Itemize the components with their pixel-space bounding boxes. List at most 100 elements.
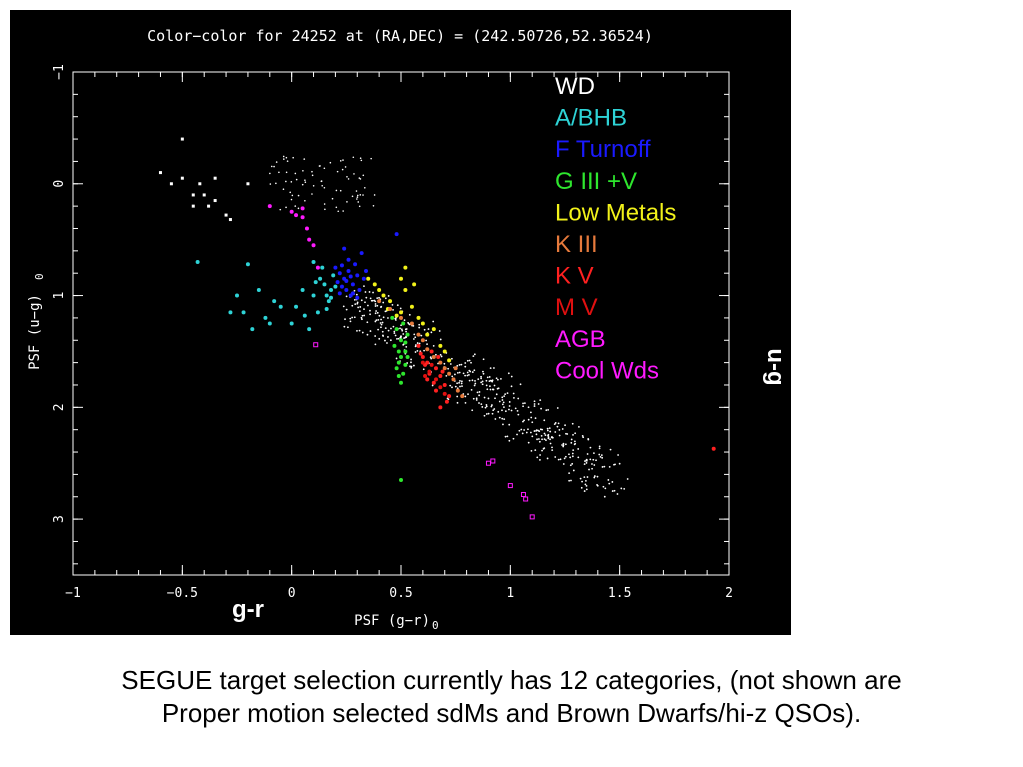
field-star-point [538, 438, 540, 440]
point-k-v [444, 399, 449, 404]
field-star-point [356, 301, 359, 304]
point-g-iii-v [396, 374, 401, 379]
point-wd [202, 193, 206, 197]
point-g-iii-v [403, 362, 408, 367]
field-star-point [487, 412, 490, 415]
legend-item-k-iii: K III [555, 231, 598, 258]
field-star-point [460, 382, 463, 385]
field-star-point [493, 384, 496, 387]
field-star-point [591, 467, 593, 470]
field-star-point [593, 464, 596, 466]
point-f-turnoff [350, 291, 355, 296]
point-a-bhb [235, 293, 239, 298]
field-star-point [482, 372, 485, 375]
point-cool-wds [507, 483, 513, 489]
field-star-point [380, 323, 383, 326]
field-star-point [561, 444, 563, 446]
field-star-point [384, 297, 387, 300]
field-star-point [304, 199, 306, 202]
field-star-point [447, 367, 450, 370]
field-star-point [517, 397, 520, 400]
field-star-point [282, 188, 285, 191]
point-g-iii-v [401, 321, 406, 326]
field-star-point [561, 428, 564, 430]
field-star-point [365, 296, 368, 299]
field-star-point [485, 405, 488, 408]
field-star-point [512, 392, 515, 395]
field-star-point [386, 342, 388, 344]
field-star-point [429, 356, 432, 359]
field-star-point [278, 171, 280, 174]
point-a-bhb [315, 310, 320, 315]
point-a-bhb [329, 287, 334, 292]
field-star-point [570, 441, 573, 444]
field-star-point [476, 391, 479, 394]
field-star-point [514, 407, 517, 410]
field-star-point [498, 400, 501, 403]
x-tick-label: 0 [288, 586, 296, 601]
field-star-point [462, 372, 465, 375]
field-star-point [414, 336, 417, 339]
point-a-bhb [324, 293, 329, 298]
field-star-point [360, 159, 363, 162]
point-k-iii [416, 332, 421, 337]
field-star-point [533, 403, 536, 405]
field-star-point [460, 380, 463, 383]
point-agb [315, 265, 320, 270]
field-star-point [523, 402, 526, 404]
point-cool-wds [490, 458, 496, 464]
field-star-point [478, 391, 481, 393]
field-star-point [323, 167, 326, 170]
field-star-point [351, 316, 354, 319]
point-m-v [429, 362, 434, 367]
field-star-point [482, 358, 485, 361]
field-star-point [596, 475, 599, 478]
field-star-point [498, 416, 501, 419]
point-k-iii [453, 366, 458, 371]
point-a-bhb [302, 313, 307, 318]
point-k-iii [438, 360, 443, 365]
field-star-point [439, 338, 442, 341]
field-star-point [375, 319, 378, 322]
field-star-point [427, 328, 430, 330]
field-star-point [285, 171, 288, 174]
field-star-point [508, 408, 510, 411]
point-a-bhb [300, 287, 305, 292]
field-star-point [302, 169, 304, 172]
field-star-point [510, 385, 513, 388]
field-star-point [531, 421, 534, 424]
field-star-point [480, 375, 482, 378]
field-star-point [556, 425, 559, 428]
field-star-point [323, 186, 326, 189]
point-wd [191, 204, 195, 208]
point-a-bhb [228, 310, 233, 315]
field-star-point [607, 479, 610, 481]
field-star-point [393, 332, 396, 335]
field-star-point [374, 303, 377, 305]
point-a-bhb [245, 262, 250, 267]
point-cool-wds [313, 342, 319, 348]
field-star-point [501, 403, 504, 406]
field-star-point [376, 297, 379, 300]
field-star-point [376, 304, 379, 307]
field-star-point [574, 432, 577, 435]
field-star-point [501, 399, 504, 401]
point-wd [246, 182, 250, 186]
chart-background [10, 10, 791, 635]
field-star-point [292, 156, 294, 159]
chart-panel: Color−color for 24252 at (RA,DEC) = (242… [10, 10, 791, 635]
field-star-point [364, 301, 366, 304]
y-tick-label: 3 [52, 515, 67, 523]
field-star-point [623, 487, 626, 490]
field-star-point [540, 434, 543, 437]
field-star-point [569, 456, 572, 459]
field-star-point [269, 172, 271, 175]
field-star-point [577, 448, 580, 450]
point-low-metals [403, 265, 408, 270]
field-star-point [294, 205, 297, 207]
field-star-point [361, 314, 364, 317]
point-a-bhb [331, 273, 336, 278]
field-star-point [547, 433, 550, 436]
field-star-point [522, 402, 524, 405]
field-star-point [589, 458, 592, 461]
